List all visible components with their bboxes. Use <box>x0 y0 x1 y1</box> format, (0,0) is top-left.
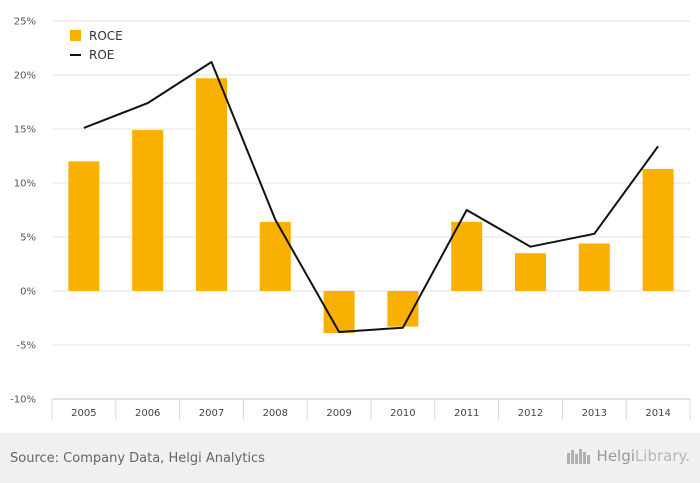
x-tick-label: 2012 <box>518 408 543 419</box>
x-tick-label: 2006 <box>135 408 160 419</box>
roce-bar <box>515 253 546 291</box>
x-tick-label: 2005 <box>71 408 96 419</box>
y-tick-label: 25% <box>14 17 36 28</box>
source-text: Source: Company Data, Helgi Analytics <box>10 451 265 466</box>
legend: ROCE ROE <box>70 29 123 62</box>
library-icon <box>566 449 590 464</box>
roce-bar <box>68 161 100 291</box>
legend-label-roce: ROCE <box>89 29 123 43</box>
x-tick-label: 2008 <box>263 408 288 419</box>
brand-logo[interactable]: HelgiLibrary. <box>566 447 690 465</box>
y-tick-label: -5% <box>17 341 36 352</box>
x-axis: 2005 2006 2007 2008 2009 2010 2011 2012 2013 2014 <box>51 398 691 420</box>
roce-bar <box>578 243 610 291</box>
x-tick-label: 2011 <box>454 408 479 419</box>
y-tick-label: 5% <box>20 233 36 244</box>
y-tick-label: 15% <box>14 125 36 136</box>
x-tick-label: 2010 <box>390 408 415 419</box>
footer: Source: Company Data, Helgi Analytics He… <box>0 433 700 483</box>
y-tick-label: -10% <box>10 395 36 406</box>
legend-swatch-roce <box>70 30 81 41</box>
x-tick-label: 2014 <box>645 408 670 419</box>
roe-line-path <box>83 61 659 333</box>
roe-line <box>83 61 659 333</box>
y-axis-ticks: 25% 20% 15% 10% 5% 0% -5% -10% <box>10 17 36 406</box>
roce-bar <box>642 168 674 291</box>
roce-bar <box>451 221 483 291</box>
legend-label-roe: ROE <box>89 48 114 62</box>
roce-bar <box>132 130 164 291</box>
y-tick-label: 10% <box>14 179 36 190</box>
x-tick-label: 2009 <box>326 408 351 419</box>
y-tick-label: 0% <box>20 287 36 298</box>
brand-name: HelgiLibrary. <box>596 447 690 465</box>
x-tick-label: 2013 <box>582 408 607 419</box>
y-tick-label: 20% <box>14 71 36 82</box>
roce-bar <box>259 221 291 291</box>
roce-bars <box>68 78 674 334</box>
x-tick-label: 2007 <box>199 408 224 419</box>
roce-bar <box>196 78 227 292</box>
